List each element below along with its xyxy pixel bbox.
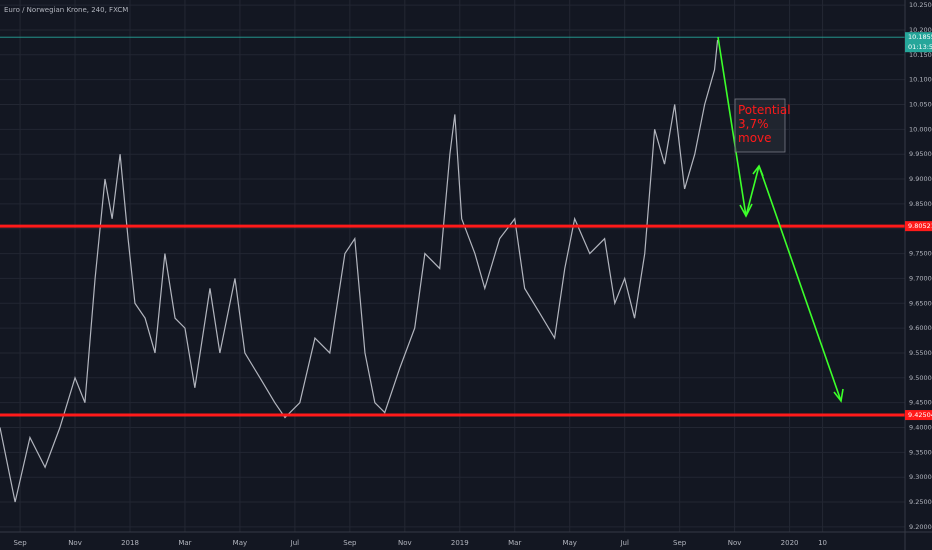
projection-arrows xyxy=(717,36,844,403)
arrow-up xyxy=(745,165,760,217)
y-tick-label: 9.70000 xyxy=(909,274,932,282)
x-tick-label: Mar xyxy=(508,539,521,547)
annotation-box xyxy=(734,98,786,153)
x-tick-label: Jul xyxy=(619,539,629,547)
level-badge xyxy=(905,410,932,421)
y-tick-label: 10.10000 xyxy=(909,76,932,84)
y-tick-label: 9.75000 xyxy=(909,250,932,258)
arrow-down-2 xyxy=(758,165,842,402)
price-label: 10.18550 xyxy=(908,33,932,41)
price-line xyxy=(0,39,719,503)
y-tick-label: 10.00000 xyxy=(909,125,932,133)
countdown-label: 01:13:50 xyxy=(908,43,932,51)
chart-title: Euro / Norwegian Krone, 240, FXCM xyxy=(4,6,128,14)
x-tick-label: 2018 xyxy=(121,539,139,547)
y-tick-label: 10.20000 xyxy=(909,26,932,34)
level-badge xyxy=(905,221,932,232)
x-tick-label: Jul xyxy=(290,539,300,547)
x-tick-label: 10 xyxy=(818,539,827,547)
y-tick-label: 9.25000 xyxy=(909,498,932,506)
y-tick-label: 9.55000 xyxy=(909,349,932,357)
y-tick-label: 9.95000 xyxy=(909,150,932,158)
y-tick-label: 10.25000 xyxy=(909,1,932,9)
y-tick-label: 9.35000 xyxy=(909,448,932,456)
y-tick-label: 9.85000 xyxy=(909,200,932,208)
arrow-head xyxy=(833,388,844,403)
y-tick-label: 9.50000 xyxy=(909,374,932,382)
x-tick-label: Sep xyxy=(343,539,357,547)
x-tick-label: Sep xyxy=(673,539,687,547)
annotation-text: Potential 3,7% move xyxy=(738,103,791,145)
arrow-down-1 xyxy=(717,36,747,217)
x-tick-label: May xyxy=(233,539,247,547)
y-tick-label: 10.05000 xyxy=(909,101,932,109)
x-tick-label: Nov xyxy=(728,539,742,547)
y-tick-label: 9.20000 xyxy=(909,523,932,531)
y-tick-label: 9.45000 xyxy=(909,399,932,407)
plot xyxy=(0,36,905,503)
y-tick-label: 9.60000 xyxy=(909,324,932,332)
y-tick-label: 9.65000 xyxy=(909,299,932,307)
x-tick-label: 2020 xyxy=(781,539,799,547)
x-tick-label: Sep xyxy=(13,539,27,547)
x-tick-label: Nov xyxy=(398,539,412,547)
grid xyxy=(0,0,905,532)
level-label: 9.80521 xyxy=(908,222,932,230)
level-label: 9.42504 xyxy=(908,411,932,419)
x-tick-label: May xyxy=(562,539,576,547)
y-tick-label: 10.15000 xyxy=(909,51,932,59)
price-badge xyxy=(905,32,932,53)
y-tick-label: 9.30000 xyxy=(909,473,932,481)
y-tick-label: 9.40000 xyxy=(909,423,932,431)
x-tick-label: Nov xyxy=(68,539,82,547)
x-tick-label: 2019 xyxy=(451,539,469,547)
y-tick-label: 9.90000 xyxy=(909,175,932,183)
x-tick-label: Mar xyxy=(178,539,191,547)
annotation-text: Potential 3,7% move xyxy=(738,103,791,145)
